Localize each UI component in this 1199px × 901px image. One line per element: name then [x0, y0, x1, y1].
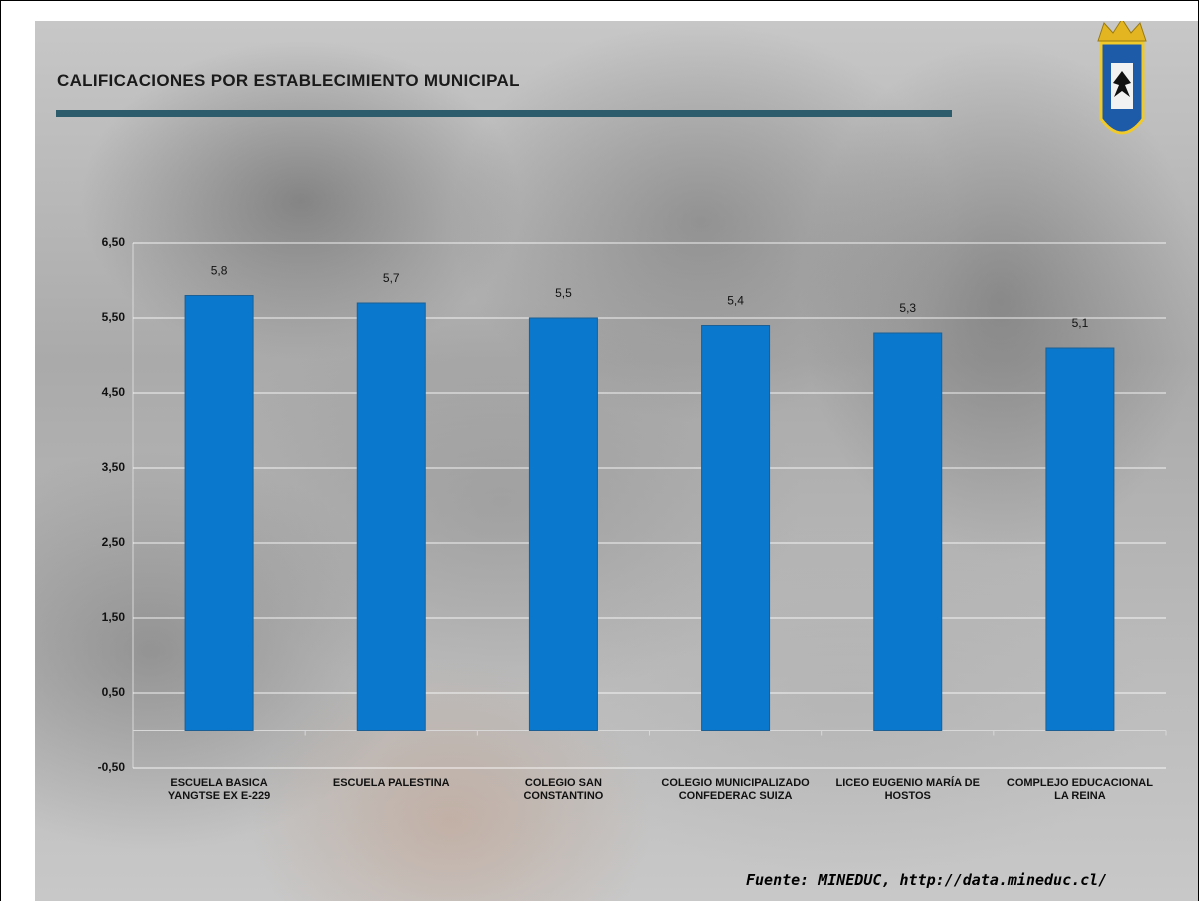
- data-label: 5,8: [211, 264, 228, 278]
- data-label: 5,3: [899, 301, 916, 315]
- bar: [1045, 347, 1115, 731]
- y-tick-label: 3,50: [102, 460, 126, 474]
- bar: [701, 325, 771, 731]
- chart-title: CALIFICACIONES POR ESTABLECIMIENTO MUNIC…: [57, 71, 520, 90]
- x-tick-label: LICEO EUGENIO MARÍA DE HOSTOS: [835, 777, 980, 802]
- y-tick-label: 6,50: [102, 235, 126, 249]
- data-label: 5,7: [383, 271, 400, 285]
- x-tick-label: COMPLEJO EDUCACIONAL LA REINA: [1006, 777, 1153, 802]
- bar: [184, 295, 254, 731]
- data-label: 5,4: [727, 294, 744, 308]
- logo: [1097, 18, 1147, 135]
- bar: [528, 317, 598, 731]
- y-tick-label: 0,50: [102, 685, 126, 699]
- bar: [873, 332, 943, 731]
- y-tick-label: 5,50: [102, 310, 126, 324]
- x-tick-label: COLEGIO MUNICIPALIZADO CONFEDERAC SUIZA: [661, 777, 810, 802]
- bar: [356, 302, 426, 731]
- x-tick-label: ESCUELA BASICA YANGTSE EX E-229: [167, 777, 271, 802]
- y-tick-label: -0,50: [98, 760, 126, 774]
- data-label: 5,1: [1072, 316, 1089, 330]
- x-tick-label: COLEGIO SAN CONSTANTINO: [523, 777, 604, 802]
- source-note: Fuente: MINEDUC, http://data.mineduc.cl/: [746, 871, 1108, 889]
- y-tick-label: 1,50: [102, 610, 126, 624]
- data-label: 5,5: [555, 286, 572, 300]
- y-tick-label: 4,50: [102, 385, 126, 399]
- x-tick-label: ESCUELA PALESTINA: [332, 777, 450, 789]
- title-underline: [56, 110, 952, 117]
- y-tick-label: 2,50: [102, 535, 126, 549]
